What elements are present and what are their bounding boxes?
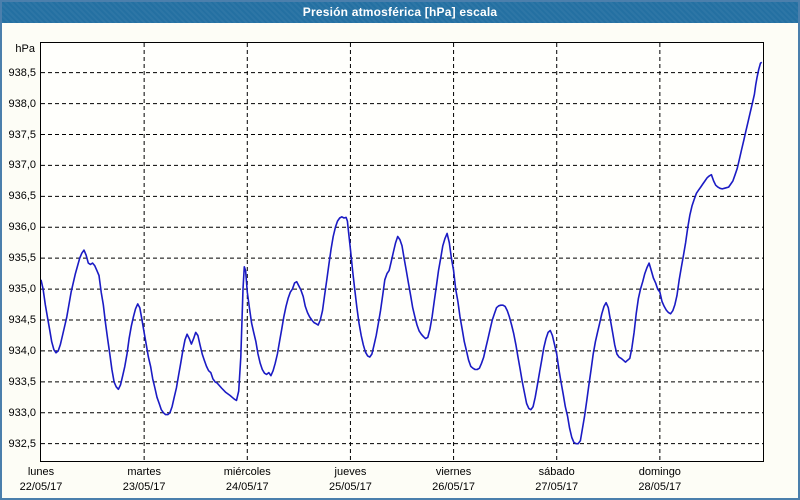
y-tick-label: 934,0: [8, 344, 36, 357]
x-tick-date: 23/05/17: [122, 481, 166, 493]
y-tick-label: 935,5: [8, 252, 36, 265]
y-tick-label: 936,5: [8, 190, 36, 203]
x-tick-date: 24/05/17: [225, 481, 269, 493]
x-tick-label: miércoles 24/05/17: [202, 465, 292, 495]
y-tick-label: 937,5: [8, 128, 36, 141]
y-tick-label: 938,0: [8, 97, 36, 110]
x-tick-label: sábado 27/05/17: [512, 465, 602, 495]
x-tick-day-name: jueves: [334, 466, 367, 478]
y-axis-unit-label: hPa: [15, 43, 35, 55]
y-tick-label: 937,0: [8, 159, 36, 172]
x-tick-date: 26/05/17: [432, 481, 475, 493]
x-tick-day-name: domingo: [638, 466, 681, 478]
x-tick-label: jueves 25/05/17: [305, 465, 395, 495]
chart-title-bar: Presión atmosférica [hPa] escala: [2, 2, 798, 23]
y-tick-label: 938,5: [8, 66, 36, 79]
x-tick-day-name: lunes: [27, 466, 55, 478]
x-tick-day-name: viernes: [435, 466, 472, 478]
x-tick-day-name: martes: [127, 466, 161, 478]
x-tick-day-name: miércoles: [223, 466, 271, 478]
y-tick-label: 935,0: [8, 283, 36, 296]
pressure-series-line: [41, 61, 763, 445]
plot-area: [40, 42, 764, 462]
y-tick-label: 936,0: [8, 221, 36, 234]
x-tick-label: domingo 28/05/17: [615, 465, 705, 495]
x-tick-date: 25/05/17: [329, 481, 372, 493]
y-tick-label: 933,5: [8, 375, 36, 388]
x-tick-date: 22/05/17: [19, 481, 63, 493]
x-tick-label: lunes 22/05/17: [2, 465, 86, 495]
x-tick-label: viernes 26/05/17: [409, 465, 499, 495]
x-tick-date: 28/05/17: [638, 481, 682, 493]
x-tick-label: martes 23/05/17: [99, 465, 189, 495]
chart-title: Presión atmosférica [hPa] escala: [302, 5, 498, 19]
x-tick-day-name: sábado: [538, 466, 575, 478]
x-tick-date: 27/05/17: [535, 481, 579, 493]
y-tick-label: 932,5: [8, 437, 36, 450]
y-tick-label: 934,5: [8, 314, 36, 327]
y-tick-label: 933,0: [8, 406, 36, 419]
pressure-line-chart: [41, 43, 763, 461]
